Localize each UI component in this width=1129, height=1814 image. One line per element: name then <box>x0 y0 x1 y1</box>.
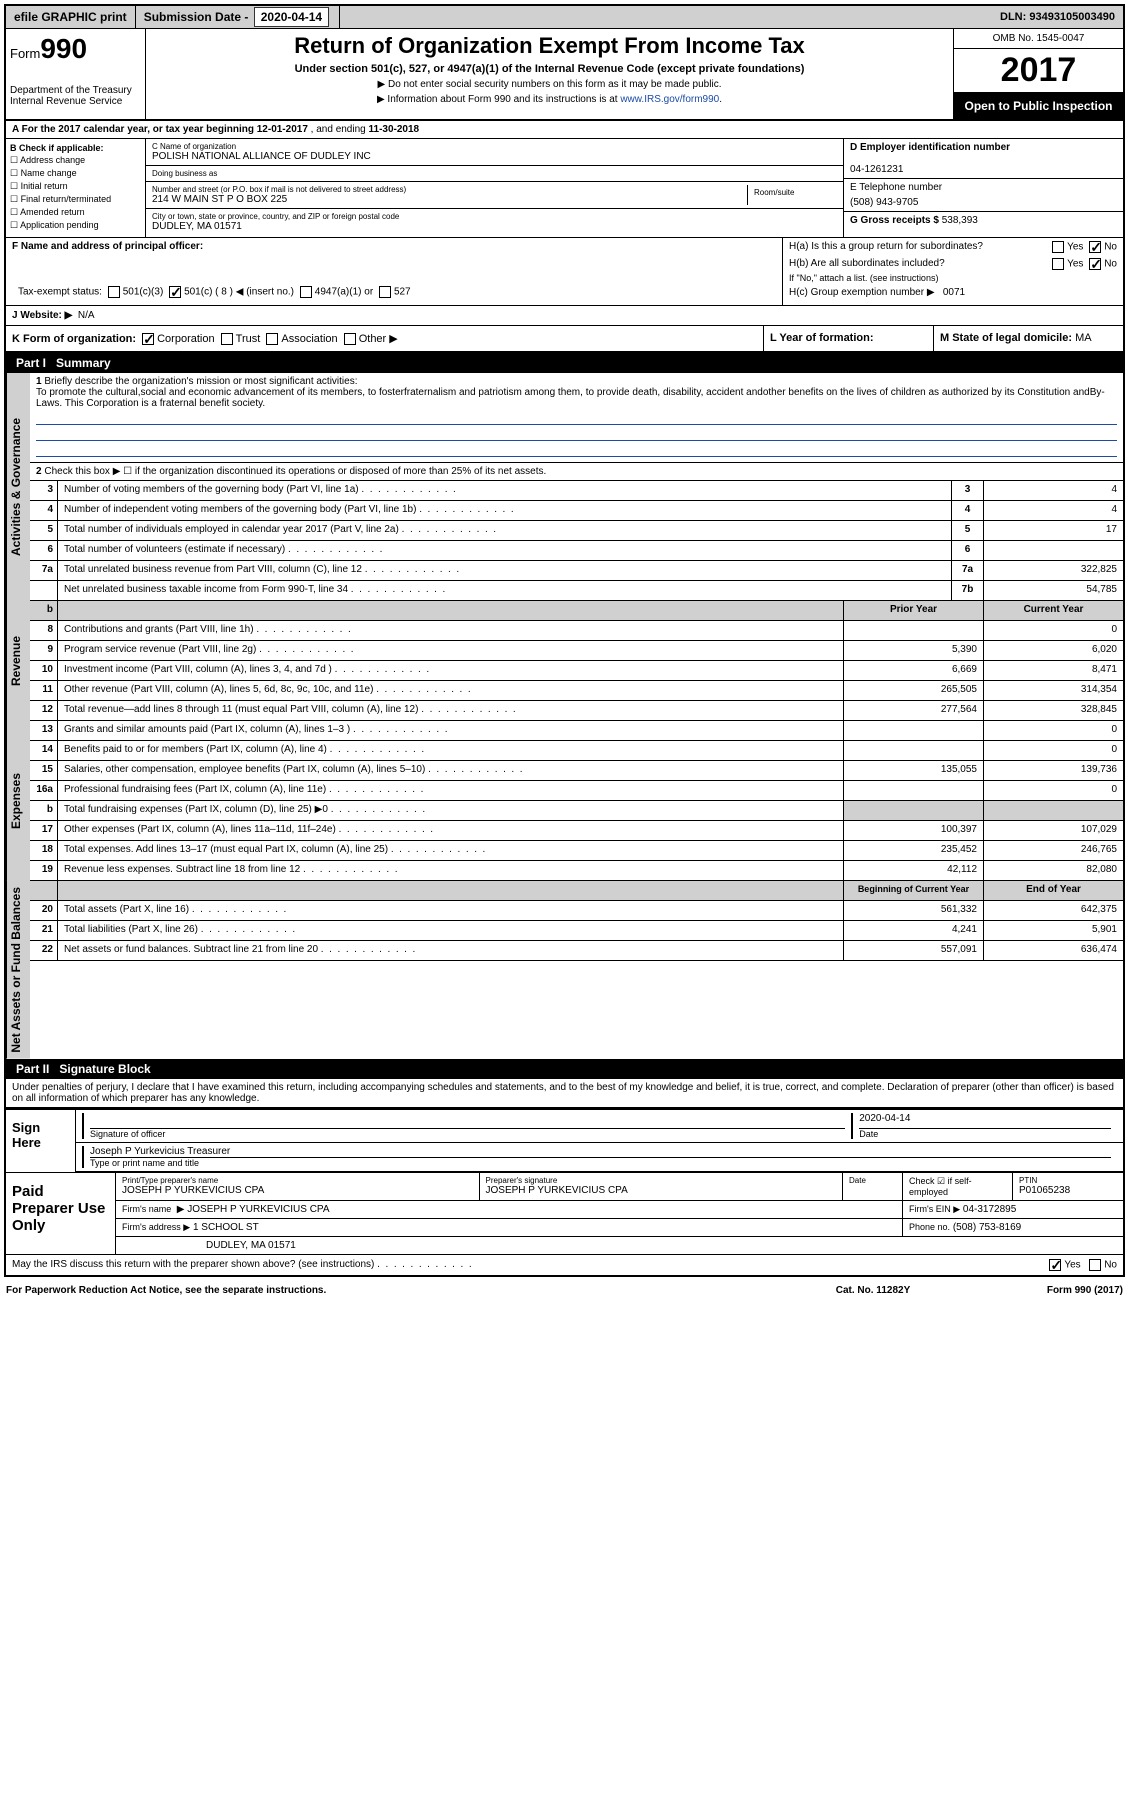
footer: For Paperwork Reduction Act Notice, see … <box>0 1281 1129 1300</box>
efile-print-button[interactable]: efile GRAPHIC print <box>6 6 136 28</box>
chk-amended-return[interactable]: ☐ Amended return <box>10 207 141 218</box>
gov-line: Net unrelated business taxable income fr… <box>30 581 1123 601</box>
chk-final-return[interactable]: ☐ Final return/terminated <box>10 194 141 205</box>
city-cell: City or town, state or province, country… <box>146 209 843 235</box>
form-title: Return of Organization Exempt From Incom… <box>154 33 945 59</box>
row-KLM: K Form of organization: Corporation Trus… <box>6 326 1123 353</box>
data-line: 15Salaries, other compensation, employee… <box>30 761 1123 781</box>
room-cell: Room/suite <box>747 185 837 205</box>
data-line: 13Grants and similar amounts paid (Part … <box>30 721 1123 741</box>
data-line: 17Other expenses (Part IX, column (A), l… <box>30 821 1123 841</box>
data-line: 20Total assets (Part X, line 16)561,3326… <box>30 901 1123 921</box>
gov-line: 7aTotal unrelated business revenue from … <box>30 561 1123 581</box>
data-line: 14Benefits paid to or for members (Part … <box>30 741 1123 761</box>
gov-line: 6Total number of volunteers (estimate if… <box>30 541 1123 561</box>
revenue-section: Revenue b Prior Year Current Year 8Contr… <box>6 601 1123 721</box>
vtab-governance: Activities & Governance <box>6 373 30 601</box>
data-line: 19Revenue less expenses. Subtract line 1… <box>30 861 1123 881</box>
data-line: 12Total revenue—add lines 8 through 11 (… <box>30 701 1123 721</box>
gross-receipts-cell: G Gross receipts $ 538,393 <box>844 212 1123 229</box>
dept-label: Department of the Treasury <box>10 85 141 96</box>
form-header: Form990 Department of the Treasury Inter… <box>6 29 1123 121</box>
form-number: Form990 <box>10 33 141 65</box>
line-1-mission: 1 Briefly describe the organization's mi… <box>30 373 1123 463</box>
data-line: 16aProfessional fundraising fees (Part I… <box>30 781 1123 801</box>
phone-cell: E Telephone number (508) 943-9705 <box>844 179 1123 212</box>
tax-year: 2017 <box>954 49 1123 93</box>
chk-other[interactable] <box>344 333 356 345</box>
sign-here-block: Sign Here Signature of officer 2020-04-1… <box>6 1108 1123 1172</box>
revenue-header-row: b Prior Year Current Year <box>30 601 1123 621</box>
dba-cell: Doing business as <box>146 166 843 182</box>
open-to-public: Open to Public Inspection <box>954 93 1123 119</box>
topbar: efile GRAPHIC print Submission Date - 20… <box>6 6 1123 29</box>
expenses-section: Expenses 13Grants and similar amounts pa… <box>6 721 1123 881</box>
chk-527[interactable] <box>379 286 391 298</box>
chk-corporation[interactable] <box>142 333 154 345</box>
chk-4947[interactable] <box>300 286 312 298</box>
vtab-net-assets: Net Assets or Fund Balances <box>6 881 30 1059</box>
form-subtitle: Under section 501(c), 527, or 4947(a)(1)… <box>154 63 945 75</box>
data-line: 8Contributions and grants (Part VIII, li… <box>30 621 1123 641</box>
chk-501c3[interactable] <box>108 286 120 298</box>
net-assets-section: Net Assets or Fund Balances Beginning of… <box>6 881 1123 1059</box>
dln: DLN: 93493105003490 <box>992 7 1123 27</box>
form-990-page: efile GRAPHIC print Submission Date - 20… <box>4 4 1125 1277</box>
row-A-tax-year: A For the 2017 calendar year, or tax yea… <box>6 121 1123 139</box>
perjury-statement: Under penalties of perjury, I declare th… <box>6 1079 1123 1108</box>
data-line: 21Total liabilities (Part X, line 26)4,2… <box>30 921 1123 941</box>
line-2-discontinued: 2 Check this box ▶ ☐ if the organization… <box>30 463 1123 481</box>
chk-discuss-yes[interactable] <box>1049 1259 1061 1271</box>
paid-preparer-block: Paid Preparer Use Only Print/Type prepar… <box>6 1172 1123 1254</box>
chk-501c[interactable] <box>169 286 181 298</box>
sign-here-label: Sign Here <box>6 1110 76 1172</box>
part-1-header: Part ISummary <box>6 353 1123 373</box>
chk-address-change[interactable]: ☐ Address change <box>10 155 141 166</box>
note-ssn: ▶ Do not enter social security numbers o… <box>154 79 945 90</box>
col-B-checkboxes: B Check if applicable: ☐ Address change … <box>6 139 146 237</box>
chk-discuss-no[interactable] <box>1089 1259 1101 1271</box>
block-BCDEFG: B Check if applicable: ☐ Address change … <box>6 139 1123 238</box>
chk-hb-yes[interactable] <box>1052 258 1064 270</box>
org-name-cell: C Name of organization POLISH NATIONAL A… <box>146 139 843 166</box>
submission-date: Submission Date - 2020-04-14 <box>136 6 340 28</box>
data-line: bTotal fundraising expenses (Part IX, co… <box>30 801 1123 821</box>
irs-label: Internal Revenue Service <box>10 96 141 107</box>
may-discuss-row: May the IRS discuss this return with the… <box>6 1254 1123 1275</box>
address-cell: Number and street (or P.O. box if mail i… <box>146 182 843 209</box>
group-return-block: H(a) Is this a group return for subordin… <box>783 238 1123 305</box>
row-F-H: F Name and address of principal officer:… <box>6 238 1123 306</box>
vtab-expenses: Expenses <box>6 721 30 881</box>
chk-association[interactable] <box>266 333 278 345</box>
vtab-revenue: Revenue <box>6 601 30 721</box>
data-line: 10Investment income (Part VIII, column (… <box>30 661 1123 681</box>
activities-governance-section: Activities & Governance 1 Briefly descri… <box>6 373 1123 601</box>
ein-cell: D Employer identification number04-12612… <box>844 139 1123 179</box>
gov-line: 4Number of independent voting members of… <box>30 501 1123 521</box>
gov-line: 3Number of voting members of the governi… <box>30 481 1123 501</box>
irs-link[interactable]: www.IRS.gov/form990 <box>620 94 719 105</box>
chk-ha-no[interactable] <box>1089 241 1101 253</box>
chk-trust[interactable] <box>221 333 233 345</box>
note-info: ▶ Information about Form 990 and its ins… <box>154 94 945 105</box>
data-line: 18Total expenses. Add lines 13–17 (must … <box>30 841 1123 861</box>
chk-name-change[interactable]: ☐ Name change <box>10 168 141 179</box>
principal-officer: F Name and address of principal officer:… <box>6 238 783 305</box>
chk-initial-return[interactable]: ☐ Initial return <box>10 181 141 192</box>
gov-line: 5Total number of individuals employed in… <box>30 521 1123 541</box>
tax-exempt-label: Tax-exempt status: <box>18 287 102 298</box>
netassets-header-row: Beginning of Current Year End of Year <box>30 881 1123 901</box>
chk-application-pending[interactable]: ☐ Application pending <box>10 220 141 231</box>
data-line: 9Program service revenue (Part VIII, lin… <box>30 641 1123 661</box>
data-line: 22Net assets or fund balances. Subtract … <box>30 941 1123 961</box>
omb-number: OMB No. 1545-0047 <box>954 29 1123 49</box>
part-2-header: Part IISignature Block <box>6 1059 1123 1079</box>
chk-hb-no[interactable] <box>1089 258 1101 270</box>
data-line: 11Other revenue (Part VIII, column (A), … <box>30 681 1123 701</box>
paid-preparer-label: Paid Preparer Use Only <box>6 1173 116 1254</box>
chk-ha-yes[interactable] <box>1052 241 1064 253</box>
row-J-website: J Website: ▶ N/A <box>6 306 1123 326</box>
